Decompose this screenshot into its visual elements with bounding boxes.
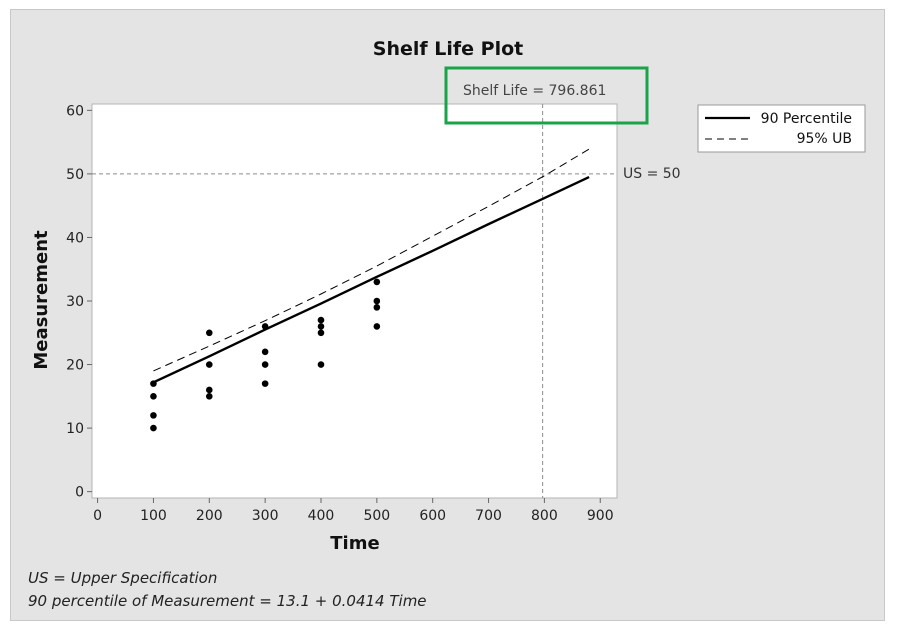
y-tick-label: 30 [66,294,84,310]
data-point [261,348,269,356]
series-line-95-ub [153,148,590,372]
x-tick-label: 100 [140,508,167,524]
y-tick-label: 20 [66,358,84,374]
x-tick-label: 600 [419,508,446,524]
legend: 90 Percentile 95% UB [697,104,866,153]
x-axis-label: Time [330,533,379,554]
data-point [373,297,381,305]
footnote-upper-spec: US = Upper Specification [28,569,218,587]
x-tick-label: 200 [196,508,223,524]
chart-title: Shelf Life Plot [373,38,523,60]
footnote-regression-equation: 90 percentile of Measurement = 13.1 + 0.… [28,592,427,610]
y-tick-label: 50 [66,167,84,183]
data-point [150,393,157,400]
data-point [150,412,157,419]
y-tick-label: 40 [66,230,84,246]
x-tick-label: 700 [475,508,502,524]
data-points [150,278,381,432]
shelf-life-annotation: Shelf Life = 796.861 [463,83,606,99]
data-point [261,323,269,330]
x-tick-label: 900 [587,508,614,524]
data-point [317,361,325,368]
x-tick-label: 0 [93,508,102,524]
shelf-life-highlight-box [444,66,649,125]
data-point [205,361,213,368]
data-point [373,278,381,286]
data-point [373,304,381,311]
data-point [205,393,213,400]
upper-spec-label: US = 50 [623,166,681,182]
plot-area [91,103,618,499]
data-point [205,329,213,337]
y-tick-label: 10 [66,421,84,437]
legend-label-95-ub: 95% UB [797,131,852,147]
x-tick-label: 300 [252,508,279,524]
y-tick-label: 60 [66,103,84,119]
legend-label-90-percentile: 90 Percentile [761,111,852,127]
data-point [317,323,325,330]
x-tick-label: 800 [531,508,558,524]
axes: 0 100 200 300 400 500 600 700 800 900 0 10 20 30 40 50 6… [66,103,613,524]
data-point [150,424,157,432]
legend-box [697,104,866,153]
y-axis-label: Measurement [31,230,52,370]
y-tick-label: 0 [75,485,84,501]
data-point [261,380,269,387]
data-point [261,361,269,368]
x-tick-label: 400 [308,508,335,524]
reference-lines [92,104,617,498]
data-point [373,323,381,330]
series-lines [152,148,590,384]
series-line-90-percentile [152,175,590,384]
data-point [317,329,325,337]
data-point [150,380,157,387]
data-point [317,316,325,324]
data-point [205,386,213,394]
x-tick-label: 500 [363,508,390,524]
